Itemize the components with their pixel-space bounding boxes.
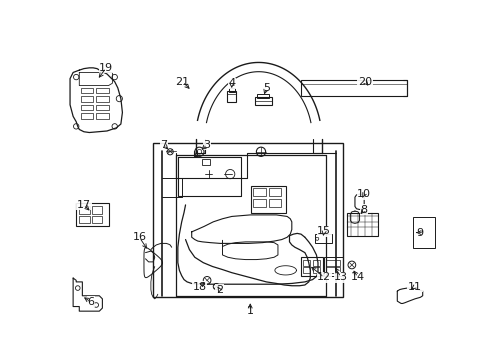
Bar bbox=[202, 159, 210, 165]
Bar bbox=[268, 188, 281, 197]
Bar bbox=[153, 143, 343, 297]
Bar bbox=[96, 113, 108, 119]
Bar bbox=[253, 199, 265, 207]
Text: 13: 13 bbox=[333, 272, 347, 282]
Bar bbox=[314, 234, 331, 243]
Bar bbox=[346, 213, 377, 236]
Text: 5: 5 bbox=[263, 83, 269, 93]
Bar bbox=[268, 199, 281, 207]
Text: 18: 18 bbox=[192, 282, 206, 292]
Text: 19: 19 bbox=[99, 63, 113, 73]
Bar bbox=[254, 97, 271, 105]
Bar bbox=[91, 216, 102, 223]
Bar bbox=[257, 94, 269, 98]
Bar bbox=[76, 203, 108, 226]
Bar bbox=[301, 257, 322, 276]
Text: 3: 3 bbox=[203, 140, 210, 150]
Bar bbox=[81, 88, 93, 93]
Text: 16: 16 bbox=[132, 232, 146, 242]
Bar bbox=[96, 88, 108, 93]
Bar bbox=[96, 96, 108, 102]
Bar bbox=[79, 216, 90, 223]
Bar bbox=[303, 267, 310, 274]
Bar bbox=[96, 105, 108, 110]
Text: 21: 21 bbox=[175, 77, 189, 87]
Text: 14: 14 bbox=[350, 272, 365, 282]
Bar bbox=[226, 91, 236, 102]
Text: 15: 15 bbox=[317, 226, 330, 236]
Text: 20: 20 bbox=[357, 77, 371, 87]
Text: 10: 10 bbox=[356, 189, 370, 199]
Bar bbox=[81, 96, 93, 102]
Bar bbox=[250, 186, 285, 213]
Bar bbox=[303, 260, 310, 266]
Bar bbox=[301, 80, 407, 95]
Bar bbox=[413, 217, 434, 248]
Text: 2: 2 bbox=[215, 285, 223, 294]
Text: 11: 11 bbox=[407, 282, 421, 292]
Text: 1: 1 bbox=[246, 306, 253, 316]
Text: 12: 12 bbox=[316, 272, 330, 282]
Bar bbox=[312, 267, 319, 274]
Bar bbox=[326, 260, 340, 266]
Text: 9: 9 bbox=[415, 228, 422, 238]
Bar bbox=[253, 188, 265, 197]
Bar bbox=[324, 257, 342, 276]
Text: 8: 8 bbox=[360, 204, 367, 215]
Bar bbox=[312, 260, 319, 266]
Text: 7: 7 bbox=[160, 140, 167, 150]
Text: 4: 4 bbox=[228, 78, 235, 88]
Bar bbox=[81, 105, 93, 110]
Text: 6: 6 bbox=[87, 297, 94, 307]
Bar bbox=[228, 88, 234, 92]
Bar bbox=[81, 113, 93, 119]
Bar bbox=[326, 267, 340, 274]
Bar bbox=[79, 206, 90, 214]
Text: 17: 17 bbox=[77, 200, 91, 210]
Bar bbox=[91, 206, 102, 214]
